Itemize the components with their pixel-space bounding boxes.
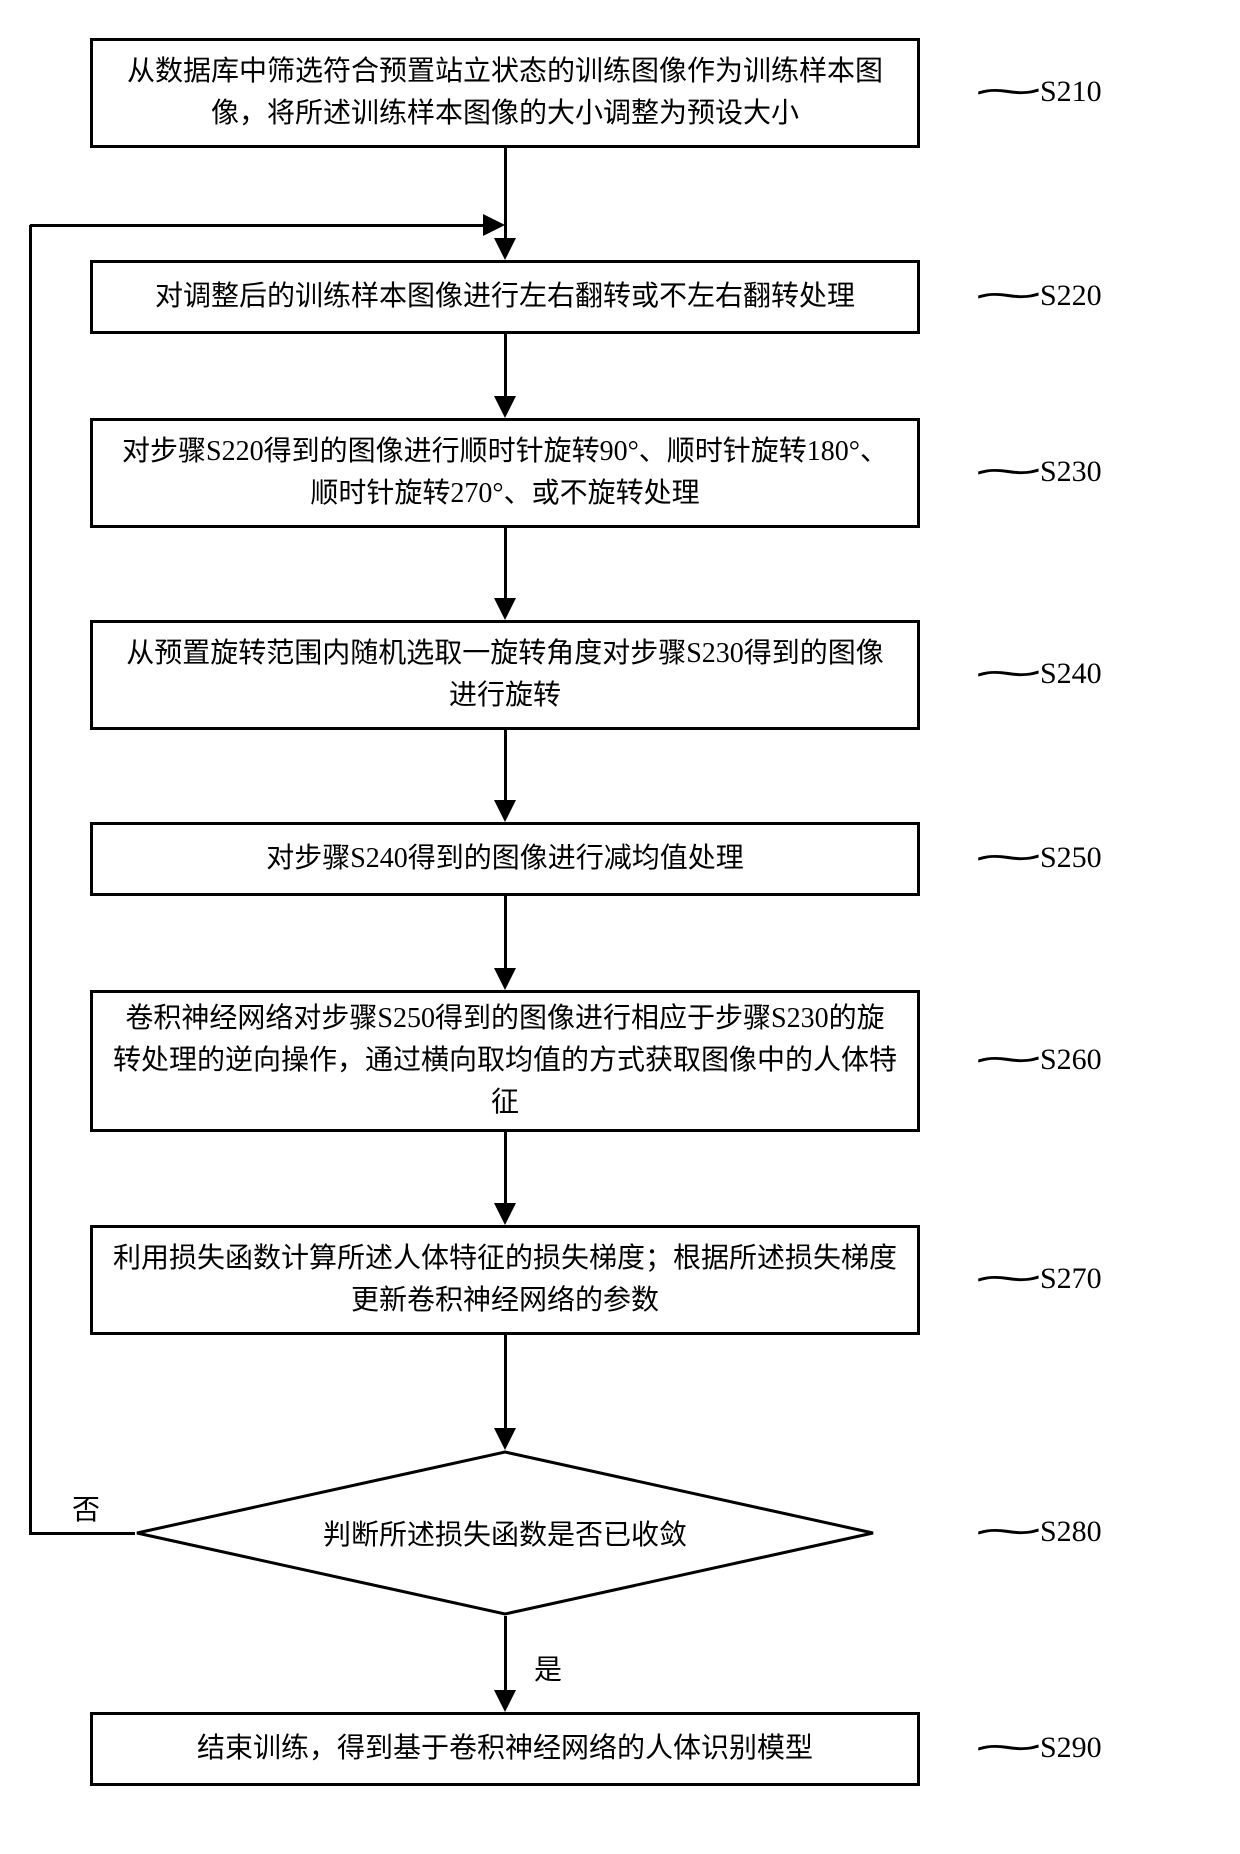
process-box-s250: 对步骤S240得到的图像进行减均值处理 [90,822,920,896]
arrow-head-icon [494,1428,516,1450]
process-text: 结束训练，得到基于卷积神经网络的人体识别模型 [197,1728,813,1770]
process-box-s290: 结束训练，得到基于卷积神经网络的人体识别模型 [90,1712,920,1786]
brace-icon: ⁓ [975,1510,1042,1551]
step-label-s270: S270 [1040,1262,1102,1296]
brace-icon: ⁓ [975,1726,1042,1767]
brace-icon: ⁓ [975,450,1042,491]
flow-arrow [504,1616,507,1692]
flow-arrow [504,1132,507,1205]
edge-label-no: 否 [68,1488,104,1528]
flow-arrow [504,528,507,600]
decision-text: 判断所述损失函数是否已收敛 [135,1513,875,1553]
decision-diamond-s280: 判断所述损失函数是否已收敛 [135,1450,875,1616]
brace-icon: ⁓ [975,652,1042,693]
arrow-head-icon [494,396,516,418]
edge-label-yes: 是 [530,1648,566,1688]
arrow-head-icon [494,598,516,620]
process-text: 对步骤S240得到的图像进行减均值处理 [266,838,744,880]
process-text: 卷积神经网络对步骤S250得到的图像进行相应于步骤S230的旋转处理的逆向操作，… [113,998,897,1124]
step-label-s280: S280 [1040,1515,1102,1549]
process-box-s260: 卷积神经网络对步骤S250得到的图像进行相应于步骤S230的旋转处理的逆向操作，… [90,990,920,1132]
arrow-head-icon [494,1690,516,1712]
flow-arrow [504,334,507,398]
step-label-s230: S230 [1040,455,1102,489]
arrow-head-icon [483,214,505,236]
flow-arrow [504,730,507,802]
arrow-head-icon [494,968,516,990]
flow-arrow [504,1335,507,1430]
loop-segment [30,1532,135,1535]
brace-icon: ⁓ [975,274,1042,315]
process-text: 对调整后的训练样本图像进行左右翻转或不左右翻转处理 [155,276,855,318]
brace-icon: ⁓ [975,1038,1042,1079]
step-label-s290: S290 [1040,1731,1102,1765]
step-label-s220: S220 [1040,279,1102,313]
arrow-head-icon [494,800,516,822]
process-box-s220: 对调整后的训练样本图像进行左右翻转或不左右翻转处理 [90,260,920,334]
step-label-s260: S260 [1040,1043,1102,1077]
brace-icon: ⁓ [975,836,1042,877]
process-text: 对步骤S220得到的图像进行顺时针旋转90°、顺时针旋转180°、顺时针旋转27… [113,431,897,515]
step-label-s240: S240 [1040,657,1102,691]
step-label-s250: S250 [1040,841,1102,875]
arrow-head-icon [494,1203,516,1225]
flowchart-container: 从数据库中筛选符合预置站立状态的训练图像作为训练样本图像，将所述训练样本图像的大… [0,0,1240,1854]
loop-segment [29,225,32,1535]
loop-segment [30,224,485,227]
brace-icon: ⁓ [975,70,1042,111]
step-label-s210: S210 [1040,75,1102,109]
process-box-s270: 利用损失函数计算所述人体特征的损失梯度；根据所述损失梯度更新卷积神经网络的参数 [90,1225,920,1335]
process-text: 利用损失函数计算所述人体特征的损失梯度；根据所述损失梯度更新卷积神经网络的参数 [113,1238,897,1322]
brace-icon: ⁓ [975,1257,1042,1298]
process-text: 从数据库中筛选符合预置站立状态的训练图像作为训练样本图像，将所述训练样本图像的大… [113,51,897,135]
process-box-s240: 从预置旋转范围内随机选取一旋转角度对步骤S230得到的图像进行旋转 [90,620,920,730]
process-text: 从预置旋转范围内随机选取一旋转角度对步骤S230得到的图像进行旋转 [113,633,897,717]
process-box-s230: 对步骤S220得到的图像进行顺时针旋转90°、顺时针旋转180°、顺时针旋转27… [90,418,920,528]
arrow-head-icon [494,238,516,260]
flow-arrow [504,896,507,970]
process-box-s210: 从数据库中筛选符合预置站立状态的训练图像作为训练样本图像，将所述训练样本图像的大… [90,38,920,148]
